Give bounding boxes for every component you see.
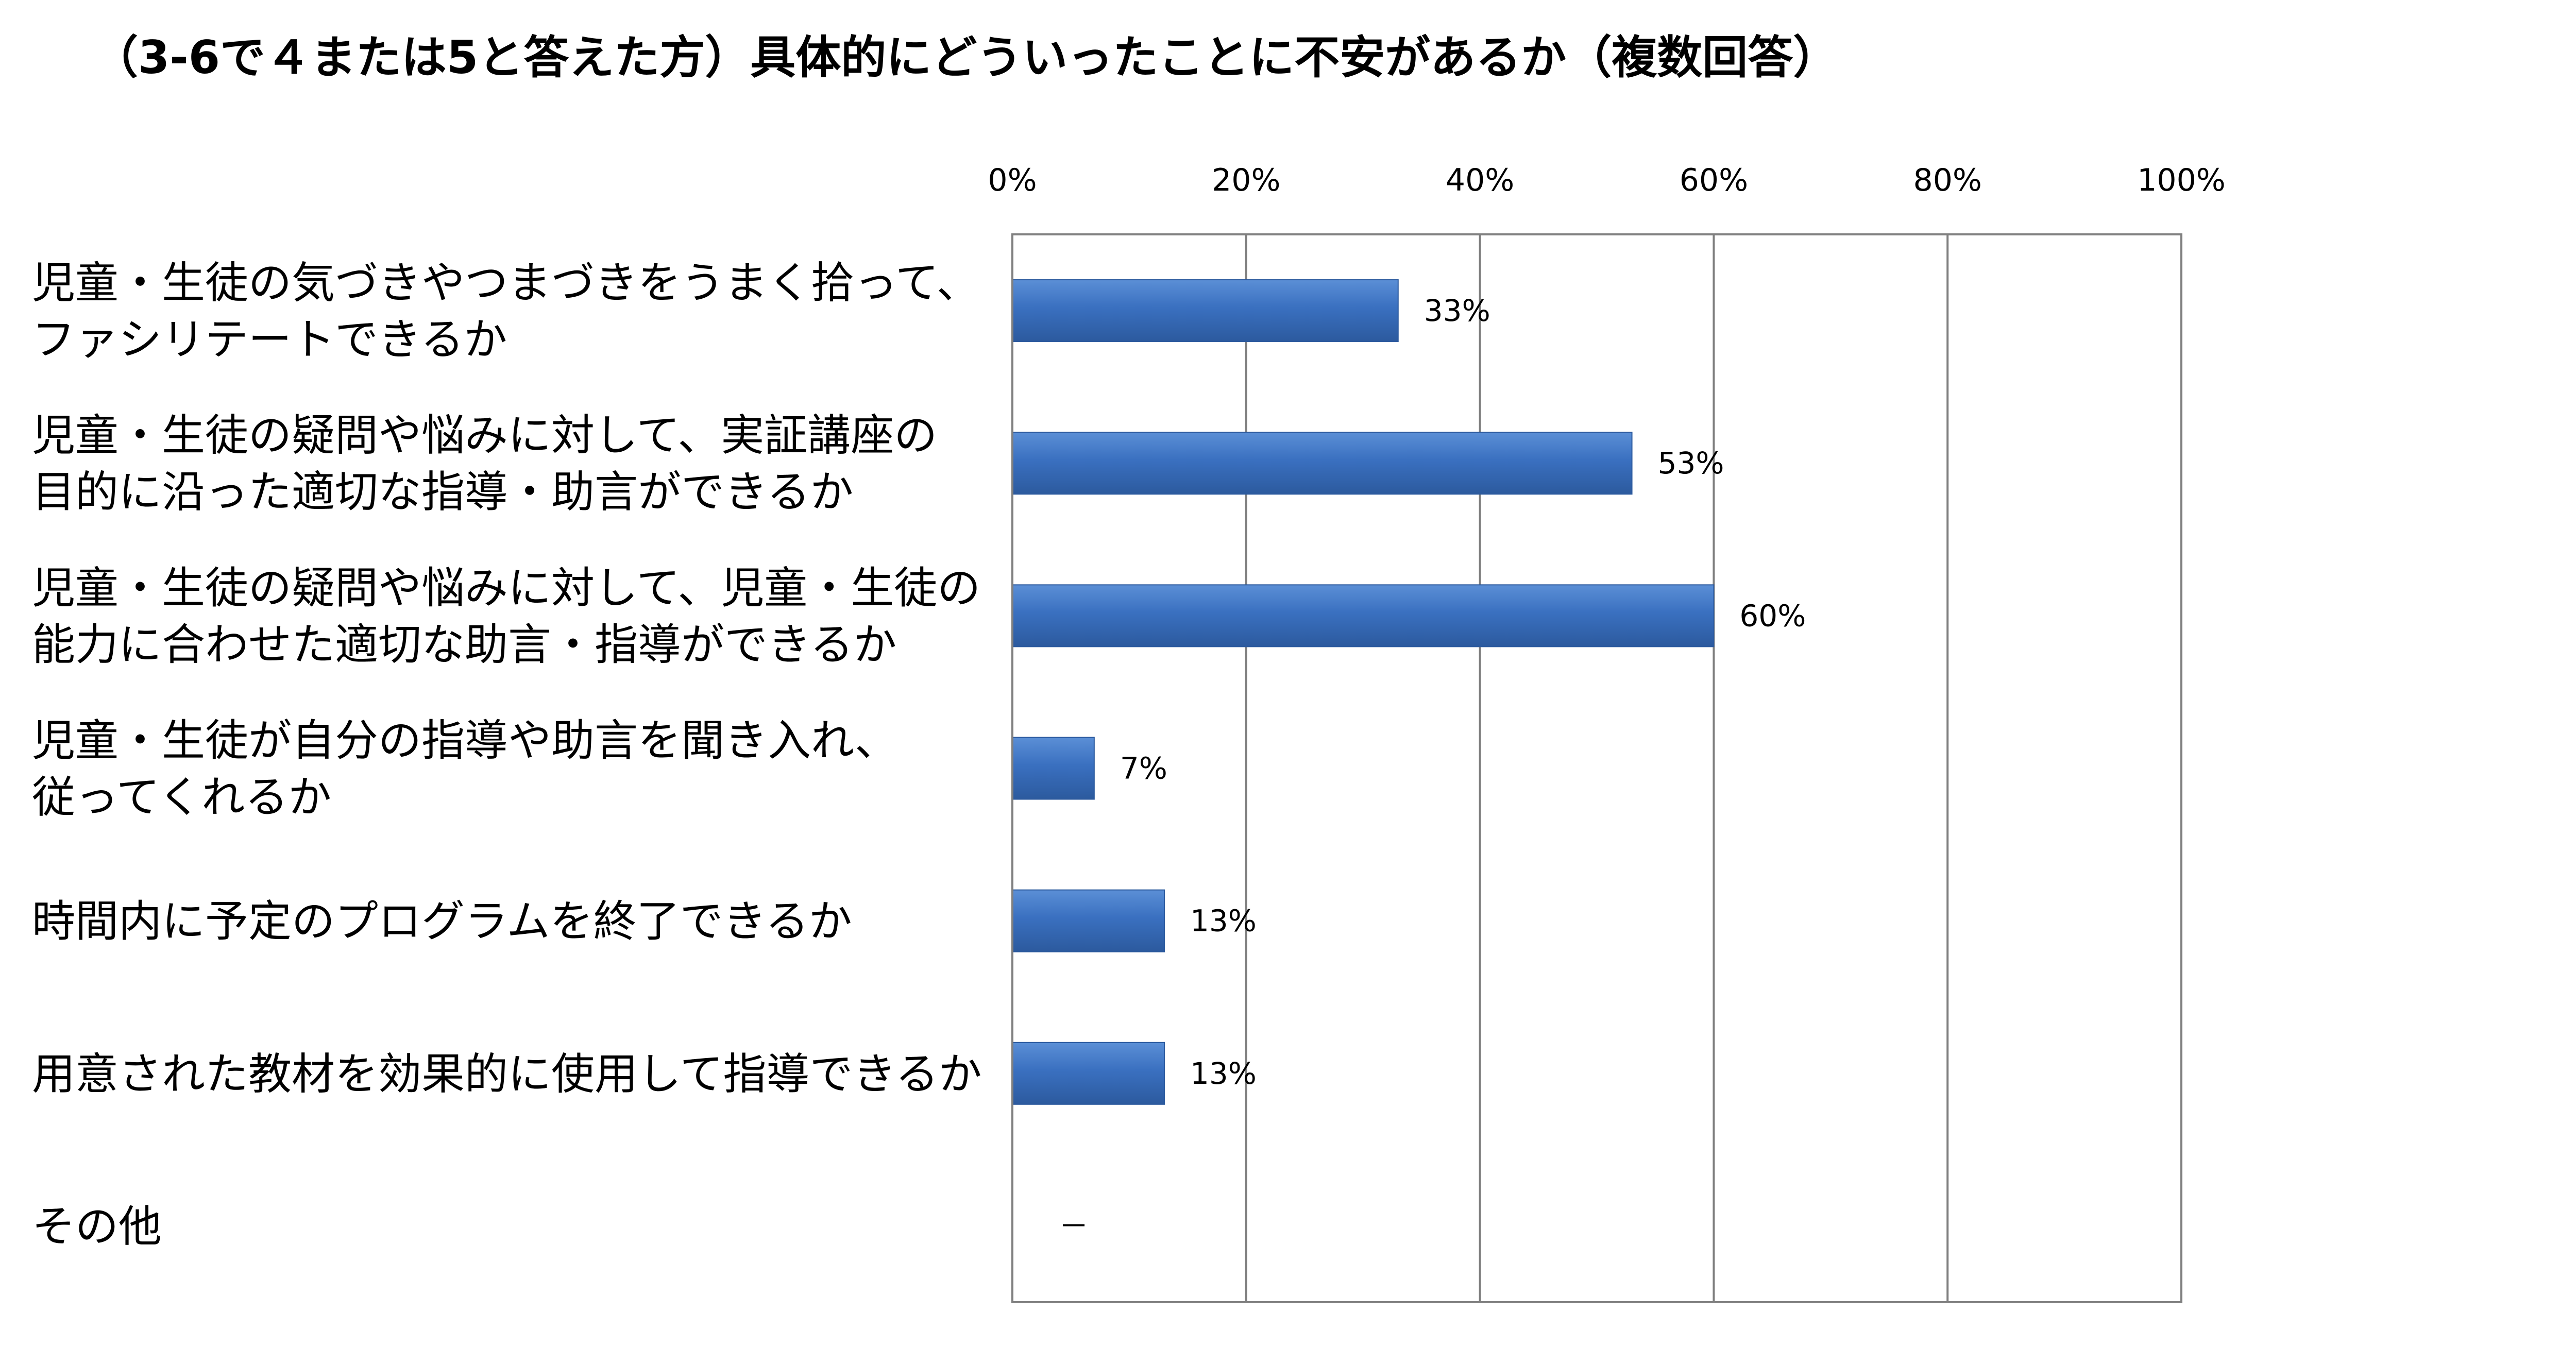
x-tick-label: 80%: [1913, 162, 1982, 198]
category-label-5: 時間内に予定のプログラムを終了できるか: [32, 896, 852, 947]
bars: [1012, 279, 1715, 1105]
data-label-3: 60%: [1739, 598, 1806, 633]
x-tick-label: 60%: [1680, 162, 1748, 198]
bar-3: [1012, 584, 1715, 648]
category-label-3: 児童・生徒の疑問や悩みに対して、児童・生徒の能力に合わせた適切な助言・指導ができ…: [32, 563, 980, 670]
data-label-6: 13%: [1190, 1056, 1257, 1091]
category-label-4: 児童・生徒が自分の指導や助言を聞き入れ、従ってくれるか: [32, 715, 898, 823]
x-tick-label: 20%: [1212, 162, 1280, 198]
bar-6: [1012, 1042, 1165, 1105]
x-tick-label: 0%: [988, 162, 1037, 198]
bar-1: [1012, 279, 1399, 343]
x-tick-label: 40%: [1446, 162, 1514, 198]
plot-area-frame: [1011, 233, 2182, 1303]
category-labels: 児童・生徒の気づきやつまづきをうまく拾って、ファシリテートできるか児童・生徒の疑…: [32, 258, 982, 1252]
data-label-7: －: [1059, 1208, 1089, 1243]
chart-title: （3-6で４または5と答えた方）具体的にどういったことに不安があるか（複数回答）: [93, 31, 1838, 84]
x-tick-label: 100%: [2137, 162, 2226, 198]
data-label-1: 33%: [1424, 293, 1490, 328]
data-label-5: 13%: [1190, 904, 1257, 939]
bar-5: [1012, 889, 1165, 952]
category-label-1: 児童・生徒の気づきやつまづきをうまく拾って、ファシリテートできるか: [32, 258, 980, 365]
data-label-2: 53%: [1658, 446, 1724, 481]
bar-4: [1012, 737, 1095, 800]
category-label-6: 用意された教材を効果的に使用して指導できるか: [32, 1049, 982, 1099]
x-axis-ticks: 0% 20% 40% 60% 80% 100%: [988, 162, 2225, 198]
category-label-2: 児童・生徒の疑問や悩みに対して、実証講座の目的に沿った適切な指導・助言ができるか: [32, 410, 937, 517]
data-label-4: 7%: [1120, 751, 1167, 786]
data-labels: 33% 53% 60% 7% 13% 13% －: [1059, 293, 1806, 1243]
grid: [1245, 234, 1949, 1302]
category-label-7: その他: [32, 1201, 162, 1252]
bar-2: [1012, 432, 1633, 495]
